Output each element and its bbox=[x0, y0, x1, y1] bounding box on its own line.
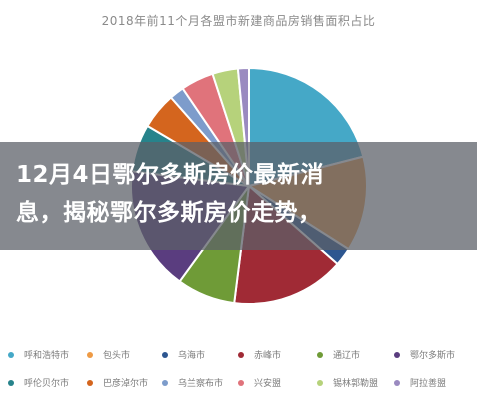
headline-line-2: 息，揭秘鄂尔多斯房价走势， bbox=[16, 200, 322, 226]
legend-swatch bbox=[162, 351, 168, 358]
legend-swatch bbox=[317, 379, 323, 386]
legend-swatch bbox=[162, 379, 168, 386]
legend-swatch bbox=[317, 351, 323, 358]
legend-swatch bbox=[238, 351, 244, 358]
legend-item: 包头市 bbox=[87, 348, 130, 361]
legend-label: 呼伦贝尔市 bbox=[24, 379, 70, 389]
headline-line-1: 12月4日鄂尔多斯房价最新消 bbox=[16, 162, 325, 188]
legend-swatch bbox=[8, 351, 14, 358]
legend-label: 乌海市 bbox=[178, 351, 206, 361]
legend-item: 锡林郭勒盟 bbox=[317, 376, 378, 389]
legend-swatch bbox=[87, 379, 93, 386]
legend-item: 赤峰市 bbox=[238, 348, 281, 361]
legend-item: 呼伦贝尔市 bbox=[8, 376, 69, 389]
legend-swatch bbox=[87, 351, 93, 358]
legend-label: 通辽市 bbox=[333, 351, 361, 361]
legend-label: 鄂尔多斯市 bbox=[410, 351, 456, 361]
legend-label: 阿拉善盟 bbox=[410, 379, 447, 389]
legend-label: 赤峰市 bbox=[254, 351, 282, 361]
legend-label: 锡林郭勒盟 bbox=[333, 379, 379, 389]
legend-item: 乌兰察布市 bbox=[162, 376, 223, 389]
legend-item: 通辽市 bbox=[317, 348, 360, 361]
legend-label: 呼和浩特市 bbox=[24, 351, 70, 361]
legend-item: 鄂尔多斯市 bbox=[394, 348, 455, 361]
legend-item: 呼和浩特市 bbox=[8, 348, 69, 361]
legend-item: 兴安盟 bbox=[238, 376, 281, 389]
legend-item: 巴彦淖尔市 bbox=[87, 376, 148, 389]
legend-label: 乌兰察布市 bbox=[178, 379, 224, 389]
legend-swatch bbox=[8, 379, 14, 386]
legend-item: 乌海市 bbox=[162, 348, 205, 361]
legend-label: 包头市 bbox=[103, 351, 131, 361]
legend-label: 兴安盟 bbox=[254, 379, 282, 389]
legend-swatch bbox=[394, 351, 400, 358]
legend-label: 巴彦淖尔市 bbox=[103, 379, 149, 389]
legend-item: 阿拉善盟 bbox=[394, 376, 446, 389]
headline: 12月4日鄂尔多斯房价最新消 息，揭秘鄂尔多斯房价走势， bbox=[16, 156, 466, 232]
headline-banner bbox=[0, 142, 477, 250]
legend-swatch bbox=[394, 379, 400, 386]
chart-title: 2018年前11个月各盟市新建商品房销售面积占比 bbox=[101, 14, 376, 28]
legend-swatch bbox=[238, 379, 244, 386]
chart-legend: 呼和浩特市 包头市 乌海市 赤峰市 通辽市 鄂尔多斯市呼伦贝尔市 巴彦淖尔市 乌兰察布市 兴安盟… bbox=[0, 340, 477, 400]
